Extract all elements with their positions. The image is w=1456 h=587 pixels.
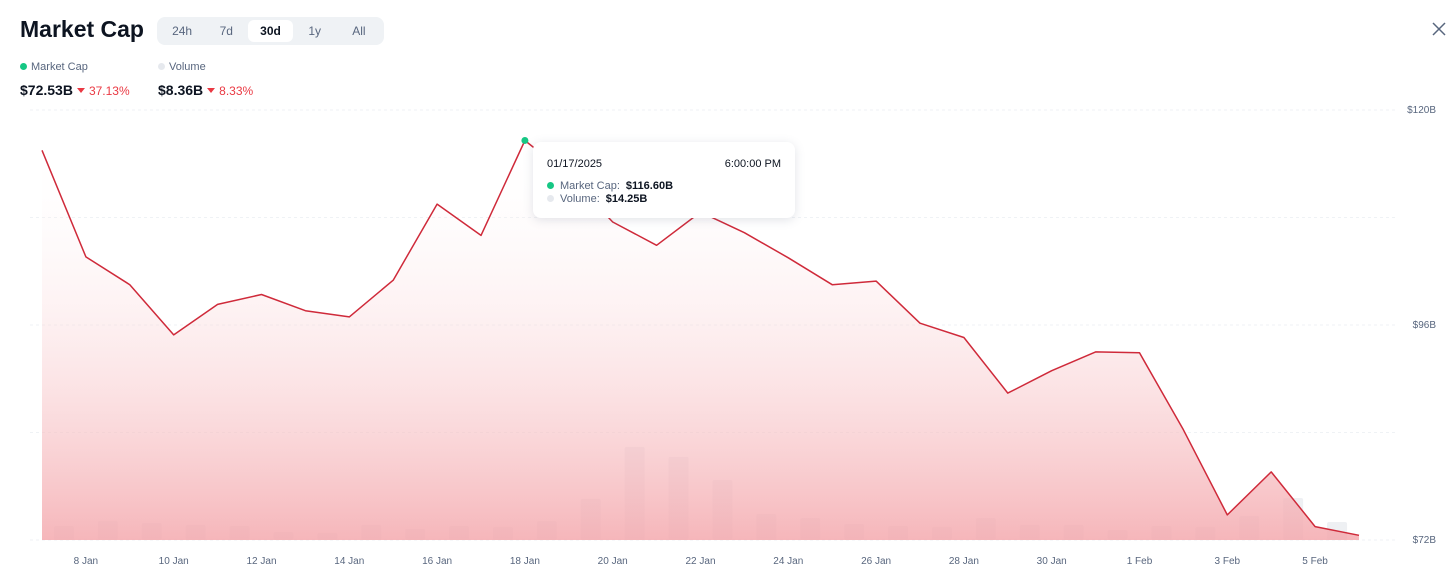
range-tab[interactable]: 24h (172, 24, 193, 38)
dot (547, 182, 554, 189)
legend-dot (158, 63, 165, 70)
x-tick-label: 26 Jan (861, 556, 891, 567)
x-tick-label: 30 Jan (1037, 556, 1067, 567)
tooltip-time: 6:00:00 PM (724, 158, 781, 170)
x-tick-label: 22 Jan (685, 556, 715, 567)
x-tick-label: 8 Jan (74, 556, 98, 567)
range-tabs: 24h 7d 30d 1y All (157, 17, 384, 45)
x-tick-label: 18 Jan (510, 556, 540, 567)
x-tick-label: 20 Jan (598, 556, 628, 567)
highlight-point (521, 136, 529, 144)
range-tab[interactable]: 30d (248, 20, 293, 42)
market-cap-area (42, 140, 1359, 540)
range-tab[interactable]: 7d (219, 24, 233, 38)
legend-market-cap: Market Cap $72.53B 37.13% (20, 61, 130, 98)
y-tick-label: $72B (1413, 535, 1437, 546)
close-button[interactable] (1432, 22, 1446, 36)
label: Volume: (560, 193, 600, 205)
value: $8.36B (158, 82, 204, 98)
legend-value: $72.53B 37.13% (20, 82, 130, 98)
x-tick-label: 24 Jan (773, 556, 803, 567)
tooltip: 01/17/2025 6:00:00 PM Market Cap: $116.60… (533, 142, 795, 218)
legend-volume: Volume $8.36B 8.33% (158, 61, 253, 98)
x-tick-label: 1 Feb (1127, 556, 1153, 567)
x-tick-label: 10 Jan (159, 556, 189, 567)
tooltip-date: 01/17/2025 (547, 158, 603, 170)
title: Market Cap (20, 16, 144, 42)
value: $72.53B (20, 82, 73, 98)
x-tick-label: 5 Feb (1302, 556, 1328, 567)
range-tab[interactable]: 1y (308, 24, 322, 38)
change: 8.33% (207, 84, 253, 98)
legend-name: Market Cap (31, 61, 88, 73)
legend-value: $8.36B 8.33% (158, 82, 253, 98)
x-tick-label: 12 Jan (246, 556, 276, 567)
x-tick-label: 3 Feb (1215, 556, 1241, 567)
value: $116.60B (625, 180, 674, 192)
x-tick-label: 14 Jan (334, 556, 364, 567)
y-tick-label: $120B (1407, 105, 1436, 116)
legend-dot (20, 63, 27, 70)
value: $14.25B (605, 193, 648, 205)
tooltip-row: Volume: $14.25B (547, 193, 647, 205)
dot (547, 195, 554, 202)
range-tab[interactable]: All (352, 24, 366, 38)
tooltip-row: Market Cap: $116.60B (547, 180, 673, 192)
y-tick-label: $96B (1413, 320, 1437, 331)
label: Market Cap: (560, 180, 620, 192)
legend-name: Volume (169, 61, 206, 73)
change: 37.13% (77, 84, 130, 98)
x-tick-label: 16 Jan (422, 556, 452, 567)
x-tick-label: 28 Jan (949, 556, 979, 567)
